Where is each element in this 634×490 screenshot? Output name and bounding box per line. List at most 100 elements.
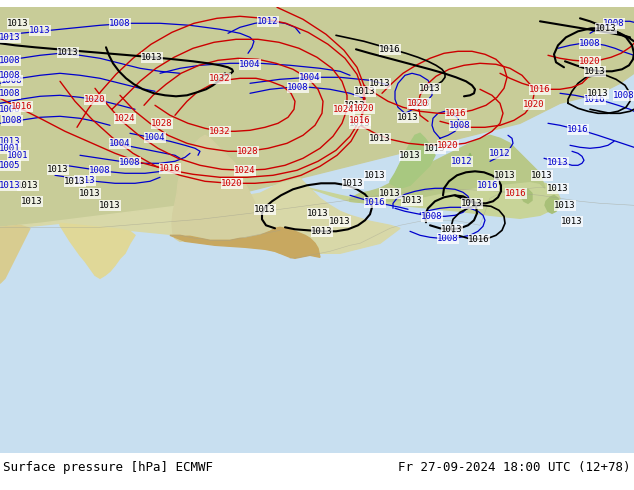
Polygon shape [468,153,472,163]
Polygon shape [545,196,560,213]
Text: 1013: 1013 [0,33,21,42]
Text: 1013: 1013 [401,196,423,205]
Text: 1013: 1013 [17,181,39,190]
Text: 1013: 1013 [79,189,101,198]
Text: 1013: 1013 [57,48,79,57]
Text: 1008: 1008 [0,56,21,65]
Text: 1013: 1013 [29,26,51,35]
Text: 1008: 1008 [287,83,309,92]
Text: 1013: 1013 [365,171,385,180]
Text: 1013: 1013 [554,201,576,210]
Text: 1032: 1032 [209,127,231,136]
Text: 1013: 1013 [100,201,120,210]
Text: 1016: 1016 [477,181,499,190]
Text: 1013: 1013 [547,158,569,167]
Text: 1016: 1016 [379,45,401,54]
Text: 1008: 1008 [603,19,624,28]
Text: 1013: 1013 [419,84,441,93]
Text: 1020: 1020 [221,179,243,188]
Text: 1008: 1008 [119,158,141,167]
Text: Fr 27-09-2024 18:00 UTC (12+78): Fr 27-09-2024 18:00 UTC (12+78) [398,462,631,474]
Text: 1013: 1013 [342,179,364,188]
Text: 1013: 1013 [349,119,371,128]
Text: 1013: 1013 [141,53,163,62]
Text: 1016: 1016 [349,116,371,125]
Text: 1008: 1008 [579,39,601,48]
Text: 1020: 1020 [523,100,545,109]
Text: 1013: 1013 [547,184,569,193]
Text: 1004: 1004 [109,139,131,148]
Text: 1008: 1008 [437,234,459,243]
Text: 1008: 1008 [421,212,443,221]
Polygon shape [350,135,545,203]
Text: 1008: 1008 [1,116,23,125]
Text: 1004: 1004 [299,73,321,82]
Polygon shape [520,189,532,203]
Text: Surface pressure [hPa] ECMWF: Surface pressure [hPa] ECMWF [3,462,213,474]
Text: 1016: 1016 [567,125,589,134]
Polygon shape [0,225,30,283]
Text: 1004: 1004 [239,60,261,69]
Text: 1013: 1013 [595,24,617,33]
Text: 1013: 1013 [399,151,421,160]
Polygon shape [0,7,634,227]
Polygon shape [390,133,435,188]
Text: 1013: 1013 [369,134,391,143]
Text: 1013: 1013 [587,89,609,98]
Text: 1024: 1024 [333,105,355,114]
Text: 1008: 1008 [613,91,634,100]
Text: 1028: 1028 [237,147,259,156]
Text: 1032: 1032 [209,74,231,83]
Text: 1013: 1013 [424,144,446,153]
Text: 1028: 1028 [152,119,172,128]
Text: 1013: 1013 [462,199,482,208]
Text: 1013: 1013 [311,227,333,236]
Text: 1013: 1013 [369,79,391,88]
Text: 1016: 1016 [11,102,33,111]
Text: 1012: 1012 [451,157,473,166]
Text: 1024: 1024 [114,114,136,123]
Polygon shape [0,178,400,253]
Text: 1013: 1013 [48,165,68,174]
Text: 1005: 1005 [0,161,21,170]
Text: 1013: 1013 [0,181,21,190]
Polygon shape [172,135,280,253]
Text: 1016: 1016 [505,189,527,198]
Text: 1024: 1024 [234,166,256,175]
Text: 1013: 1013 [22,197,42,206]
Text: 1016: 1016 [365,198,385,207]
Text: 1012: 1012 [257,17,279,26]
Text: 1013: 1013 [379,189,401,198]
Text: 1013: 1013 [329,217,351,226]
Text: 1013: 1013 [398,113,418,122]
Text: 1008: 1008 [0,105,21,114]
Text: 1013: 1013 [344,101,366,110]
Text: 1013: 1013 [561,217,583,226]
Text: 1020: 1020 [407,99,429,108]
Text: 1013: 1013 [441,225,463,234]
Text: 1016: 1016 [585,95,605,104]
Text: 1001: 1001 [7,151,29,160]
Polygon shape [170,227,320,258]
Circle shape [247,147,257,156]
Text: 1008: 1008 [1,76,23,85]
Text: 1013: 1013 [254,205,276,214]
Text: 1016: 1016 [159,164,181,173]
Text: 1013: 1013 [307,209,329,218]
Text: 1013: 1013 [354,87,376,96]
Text: 1001: 1001 [0,144,21,153]
Text: 1013: 1013 [410,99,430,108]
Text: 1016: 1016 [445,109,467,118]
Text: 1020: 1020 [353,104,375,113]
Text: 1013: 1013 [74,176,96,185]
Text: 1013: 1013 [7,19,29,28]
Text: 1020: 1020 [437,141,459,150]
Text: 1013: 1013 [585,67,605,76]
Text: 1020: 1020 [579,57,601,66]
Text: 1008: 1008 [450,121,471,130]
Text: 1013: 1013 [64,177,86,186]
Text: 1020: 1020 [84,95,106,104]
Text: 1016: 1016 [529,85,551,94]
Polygon shape [60,223,135,278]
Text: 1013: 1013 [495,171,515,180]
